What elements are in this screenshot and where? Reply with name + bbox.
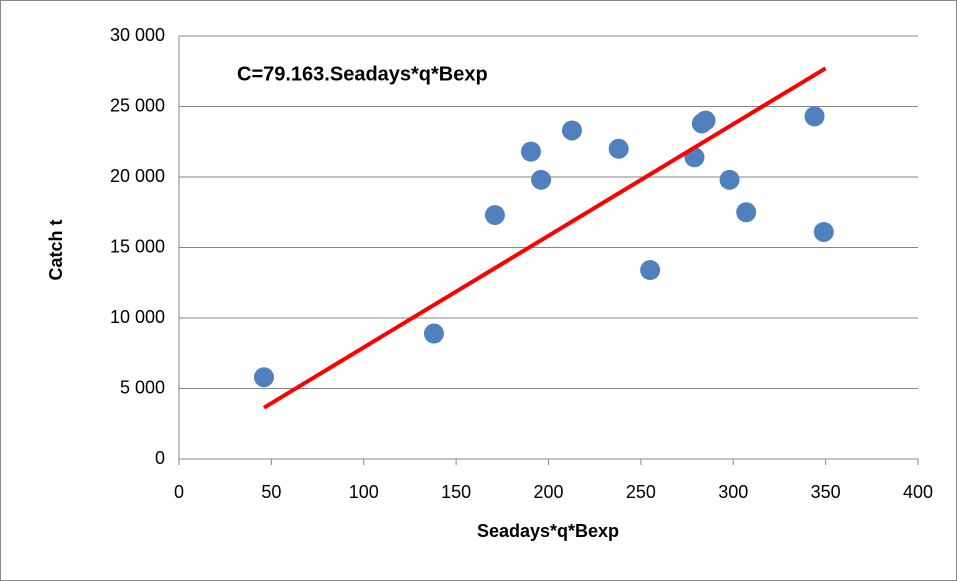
- point: [736, 202, 757, 223]
- x-tick-label: 250: [626, 482, 656, 502]
- fit-line: [262, 66, 827, 410]
- y-tick-label: 15 000: [110, 236, 165, 256]
- y-axis-title: Catch t: [46, 219, 66, 280]
- point: [608, 138, 629, 159]
- point: [640, 260, 661, 281]
- point: [804, 106, 825, 127]
- point: [253, 367, 274, 388]
- point: [695, 110, 716, 131]
- point: [520, 141, 541, 162]
- point: [561, 120, 582, 141]
- y-tick-label: 5 000: [120, 377, 165, 397]
- annotation: C=79.163.Seadays*q*Bexp: [237, 63, 488, 85]
- point: [531, 169, 552, 190]
- y-tick-label: 25 000: [110, 95, 165, 115]
- x-tick-label: 0: [174, 482, 184, 502]
- y-tick-label: 20 000: [110, 166, 165, 186]
- point: [423, 323, 444, 344]
- x-tick-label: 350: [811, 482, 841, 502]
- x-tick-label: 100: [349, 482, 379, 502]
- x-tick-label: 50: [261, 482, 281, 502]
- point: [719, 169, 740, 190]
- x-tick-label: 150: [441, 482, 471, 502]
- x-tick-label: 400: [903, 482, 933, 502]
- y-tick-label: 10 000: [110, 307, 165, 327]
- y-tick-label: 0: [155, 448, 165, 468]
- point: [484, 205, 505, 226]
- x-tick-label: 300: [718, 482, 748, 502]
- x-axis-title: Seadays*q*Bexp: [477, 521, 619, 541]
- point: [813, 221, 834, 242]
- x-tick-label: 200: [533, 482, 563, 502]
- y-tick-label: 30 000: [110, 25, 165, 45]
